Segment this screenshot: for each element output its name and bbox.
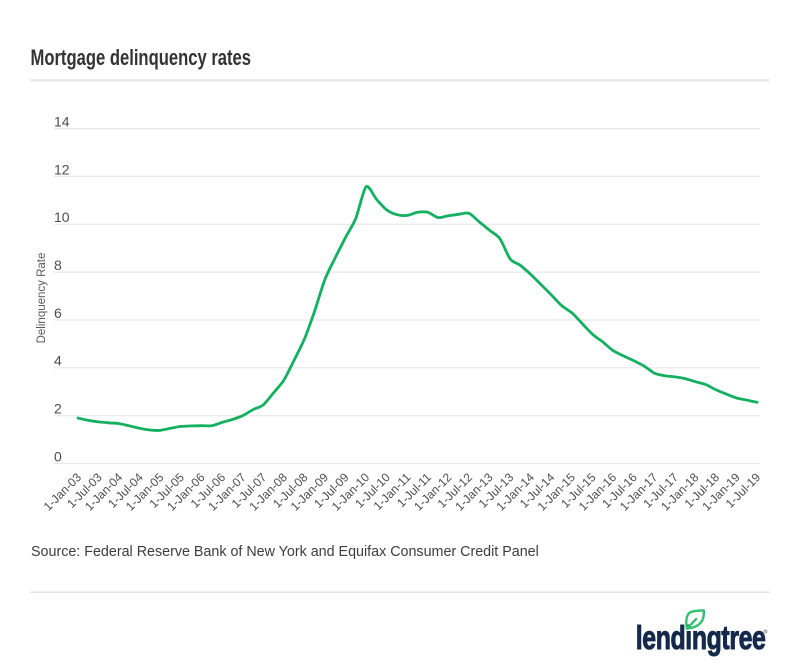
svg-text:Source: Federal Reserve Bank o: Source: Federal Reserve Bank of New York… [31,544,539,560]
svg-text:6: 6 [54,305,62,321]
svg-text:lendingtree: lendingtree [636,621,766,657]
svg-text:4: 4 [54,353,62,369]
svg-text:Delinquency Rate: Delinquency Rate [36,253,48,344]
svg-text:12: 12 [54,161,70,177]
svg-text:8: 8 [54,257,62,273]
svg-text:10: 10 [54,209,70,225]
svg-text:14: 14 [54,114,70,130]
svg-text:0: 0 [54,448,62,464]
svg-text:Mortgage delinquency rates: Mortgage delinquency rates [31,46,252,71]
svg-text:2: 2 [54,401,62,417]
